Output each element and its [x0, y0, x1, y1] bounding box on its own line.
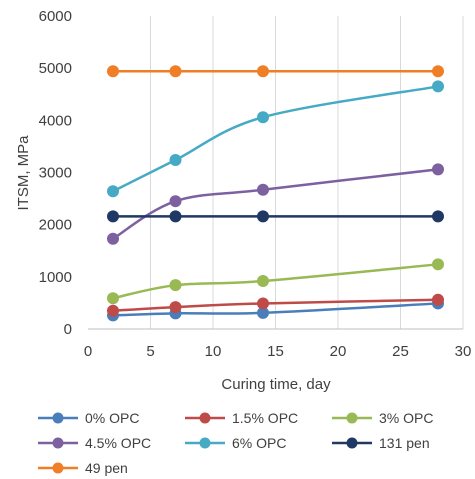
y-tick-label: 5000: [39, 60, 72, 77]
legend-item-6-opc: 6% OPC: [185, 435, 286, 451]
y-tick-labels: 0 1000 2000 3000 4000 5000 6000: [39, 8, 72, 338]
plot-series: [107, 65, 444, 322]
legend-item-4-5-opc: 4.5% OPC: [38, 435, 151, 451]
series-line-0-opc: [112, 302, 439, 317]
y-tick-label: 4000: [39, 112, 72, 129]
x-tick-label: 0: [84, 343, 92, 360]
data-point-131-pen: [257, 210, 269, 223]
data-point-49-pen: [107, 65, 119, 78]
series-line-1-5-opc: [112, 298, 439, 312]
legend-item-3-opc: 3% OPC: [332, 410, 433, 426]
data-point-49-pen: [257, 65, 269, 78]
x-tick-label: 30: [455, 343, 472, 360]
data-point-49-pen: [432, 65, 444, 78]
y-axis-title: ITSM, MPa: [15, 135, 32, 211]
legend-swatch-marker: [346, 437, 358, 449]
legend-swatch-marker: [199, 412, 211, 424]
series-line-3-opc: [112, 263, 439, 300]
legend-label: 3% OPC: [379, 410, 433, 426]
y-tick-label: 3000: [39, 165, 72, 182]
x-tick-label: 15: [267, 343, 284, 360]
legend-item-131-pen: 131 pen: [332, 435, 430, 451]
legend-swatch-marker: [52, 412, 64, 424]
legend-item-49-pen: 49 pen: [38, 460, 128, 476]
legend-label: 4.5% OPC: [85, 435, 151, 451]
data-point-3-opc: [257, 275, 269, 288]
x-tick-label: 25: [392, 343, 409, 360]
legend-label: 1.5% OPC: [232, 410, 298, 426]
series-3-opc: [107, 258, 444, 305]
legend-item-0-opc: 0% OPC: [38, 410, 139, 426]
data-point-3-opc: [169, 279, 182, 292]
data-point-6-opc: [107, 185, 119, 198]
legend-label: 49 pen: [85, 460, 128, 476]
series-49-pen: [107, 65, 444, 78]
data-point-6-opc: [257, 111, 269, 124]
data-point-1-5-opc: [432, 293, 444, 306]
legend-swatch-marker: [199, 437, 211, 449]
data-point-4-5-opc: [107, 232, 119, 245]
data-point-3-opc: [107, 292, 119, 305]
y-tick-label: 6000: [39, 8, 72, 25]
legend-label: 0% OPC: [85, 410, 139, 426]
data-point-131-pen: [169, 210, 182, 223]
y-tick-label: 1000: [39, 269, 72, 286]
data-point-131-pen: [432, 210, 444, 223]
x-tick-labels: 0 5 10 15 20 25 30: [84, 343, 472, 360]
legend-swatch-marker: [346, 412, 358, 424]
data-point-131-pen: [107, 210, 119, 223]
y-tick-label: 0: [64, 321, 72, 338]
legend-label: 6% OPC: [232, 435, 286, 451]
series-1-5-opc: [107, 293, 444, 317]
data-point-49-pen: [169, 65, 182, 78]
data-point-1-5-opc: [257, 297, 269, 310]
data-point-0-opc: [257, 306, 269, 319]
legend-swatch-marker: [52, 462, 64, 474]
data-point-4-5-opc: [257, 183, 269, 196]
series-6-opc: [107, 80, 444, 198]
legend-swatch-marker: [52, 437, 64, 449]
legend-item-1-5-opc: 1.5% OPC: [185, 410, 298, 426]
x-tick-label: 10: [205, 343, 222, 360]
series-line-6-opc: [112, 85, 439, 193]
data-point-4-5-opc: [432, 163, 444, 176]
data-point-6-opc: [432, 80, 444, 93]
x-axis-title: Curing time, day: [221, 376, 331, 393]
data-point-1-5-opc: [107, 304, 119, 317]
data-point-1-5-opc: [169, 301, 182, 314]
legend-label: 131 pen: [379, 435, 430, 451]
legend: 0% OPC 1.5% OPC 3% OPC 4.5% OPC 6% OPC 131 pe…: [38, 410, 433, 476]
series-131-pen: [107, 210, 444, 223]
y-tick-label: 2000: [39, 217, 72, 234]
data-point-3-opc: [432, 258, 444, 271]
x-tick-label: 5: [146, 343, 154, 360]
data-point-6-opc: [169, 153, 182, 166]
x-tick-label: 20: [330, 343, 347, 360]
data-point-4-5-opc: [169, 195, 182, 208]
